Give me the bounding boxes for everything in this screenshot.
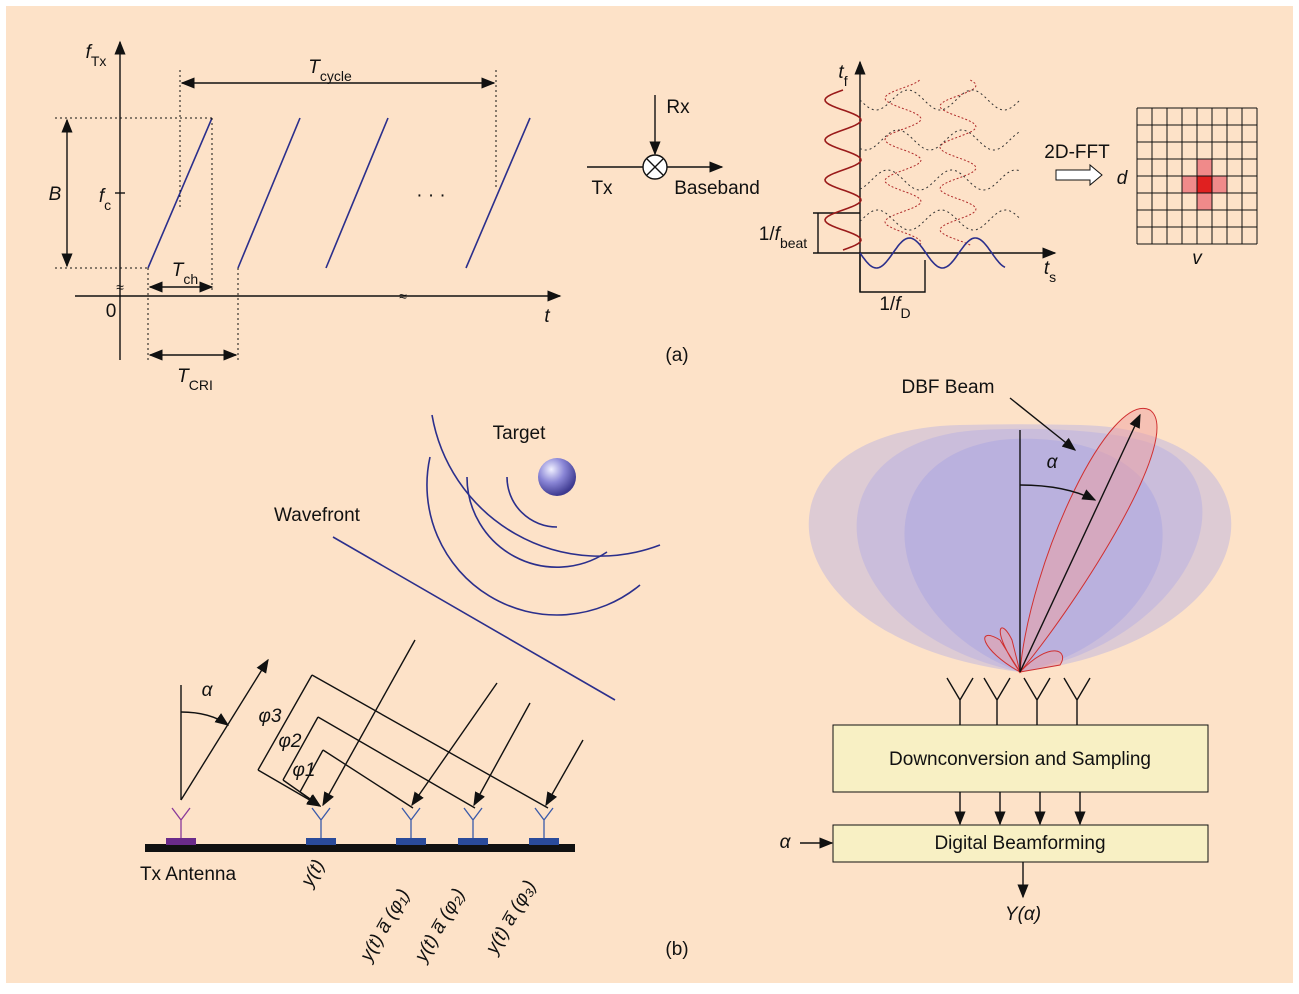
label: d [1117,168,1129,189]
label: t [544,306,550,327]
figure: fTxTcycleBfc· · ·Tch0tTCRI≈≈RxTxBaseband… [0,0,1299,989]
fft-peak [1197,176,1212,193]
label-prefix: 1/ [759,224,776,245]
label-sub: s [1049,269,1056,285]
label: φ2 [279,731,302,752]
label: ≈ [399,288,407,304]
label-prefix: 1/ [879,294,896,315]
label: ≈ [116,279,124,295]
label: (a) [665,345,688,366]
label: DBF Beam [902,377,995,398]
fft-cell [1197,159,1212,176]
label: Wavefront [274,505,361,526]
label: α [780,832,792,853]
fft-cell [1182,176,1197,193]
page: { "panel_a": { "label": "(a)", "chirp": … [0,0,1299,989]
label: v [1192,248,1203,269]
label: 2D-FFT [1044,142,1110,163]
label: α [202,680,214,701]
label-sub: CRI [189,377,213,393]
label-sub: f [844,73,848,89]
label: α [1047,452,1059,473]
label: φ1 [293,760,316,781]
label: Digital Beamforming [934,833,1105,854]
label: B [49,184,62,205]
label: Downconversion and Sampling [889,749,1151,770]
label: Tx Antenna [140,864,237,885]
label: Tx [591,178,613,199]
label: Target [493,423,547,444]
label: Rx [666,97,690,118]
label-sub: Tx [91,53,107,69]
label-sub: beat [780,235,807,251]
label-sub: D [901,305,911,321]
fft-cell [1197,193,1212,210]
label-sub: ch [183,271,198,287]
label: · · · [416,185,446,206]
label-sub: c [104,197,111,213]
label: (b) [665,939,688,960]
label: φ3 [259,706,282,727]
label-sub: cycle [320,68,352,84]
label: 0 [106,301,117,322]
fft-cell [1212,176,1227,193]
label: Baseband [674,178,760,199]
label: Y(α) [1005,904,1041,925]
